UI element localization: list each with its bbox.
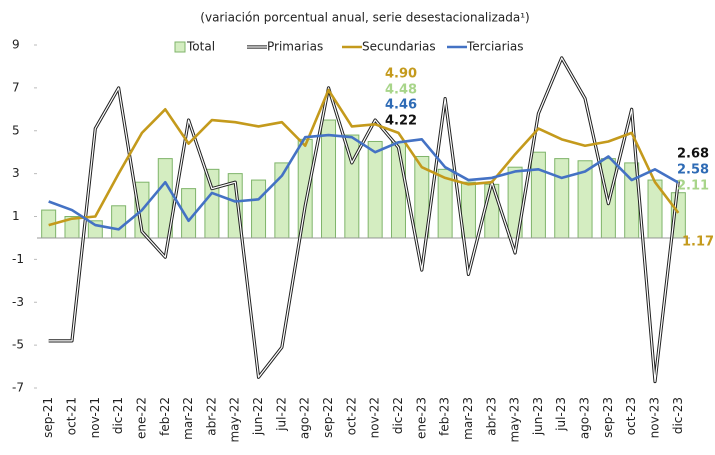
x-tick-label: ene-23 xyxy=(414,397,428,439)
y-tick-label: -7 xyxy=(12,381,24,395)
x-tick-label: ago-23 xyxy=(578,397,592,439)
y-tick-label: 9 xyxy=(12,38,20,52)
y-tick-label: -5 xyxy=(12,338,24,352)
x-tick-label: feb-23 xyxy=(438,397,452,436)
x-tick-label: nov-21 xyxy=(88,397,102,438)
y-tick-label: -1 xyxy=(12,252,24,266)
bar xyxy=(530,151,546,239)
y-tick-label: 1 xyxy=(12,209,20,223)
x-tick-label: oct-22 xyxy=(344,397,358,435)
bar xyxy=(251,179,267,239)
x-tick-label: ene-22 xyxy=(134,397,148,439)
x-tick-label: oct-21 xyxy=(64,397,78,435)
x-tick-label: mar-22 xyxy=(181,397,195,440)
legend-label: Secundarias xyxy=(362,40,436,54)
bar xyxy=(321,119,337,239)
annotation: 1.17 xyxy=(682,235,714,250)
annotation: 4.46 xyxy=(385,98,417,113)
line xyxy=(48,133,679,231)
x-tick-label: jul-23 xyxy=(554,397,568,432)
chart-title: (variación porcentual anual, serie deses… xyxy=(200,11,529,25)
x-tick-label: abr-23 xyxy=(484,397,498,436)
x-tick-label: may-23 xyxy=(508,397,522,443)
x-tick-label: jun-22 xyxy=(251,397,265,436)
x-tick-label: feb-22 xyxy=(158,397,172,436)
y-tick-label: -3 xyxy=(12,295,24,309)
x-tick-label: dic-21 xyxy=(111,397,125,434)
line xyxy=(48,88,680,227)
x-tick-label: abr-22 xyxy=(204,397,218,436)
annotation: 4.90 xyxy=(385,67,417,82)
line-inner xyxy=(48,57,679,383)
bar xyxy=(204,168,220,239)
x-tick-label: oct-23 xyxy=(624,397,638,435)
x-tick-label: nov-22 xyxy=(368,397,382,438)
x-tick-label: mar-23 xyxy=(461,397,475,440)
legend-label: Primarias xyxy=(267,40,323,54)
x-tick-label: dic-23 xyxy=(671,397,685,434)
x-tick-label: jun-23 xyxy=(531,397,545,436)
legend-label: Terciarias xyxy=(466,40,524,54)
y-tick-label: 7 xyxy=(12,80,20,94)
bar xyxy=(554,158,570,239)
x-tick-label: sep-21 xyxy=(41,397,55,438)
bar xyxy=(367,140,383,239)
annotation: 2.11 xyxy=(677,179,709,194)
y-tick-label: 5 xyxy=(12,123,20,137)
bar xyxy=(111,205,127,239)
x-tick-label: jul-22 xyxy=(274,397,288,432)
x-tick-label: sep-22 xyxy=(321,397,335,438)
bar xyxy=(390,141,406,239)
y-tick-label: 3 xyxy=(12,166,20,180)
x-tick-label: ago-22 xyxy=(298,397,312,439)
annotation: 2.68 xyxy=(677,147,709,162)
legend-swatch xyxy=(174,41,186,53)
annotation: 2.58 xyxy=(677,163,709,178)
annotation: 4.22 xyxy=(385,114,417,129)
x-tick-label: dic-22 xyxy=(391,397,405,434)
x-tick-label: nov-23 xyxy=(648,397,662,438)
legend-label: Total xyxy=(186,40,215,54)
x-tick-label: sep-23 xyxy=(601,397,615,438)
x-tick-label: may-22 xyxy=(228,397,242,443)
annotation: 4.48 xyxy=(385,83,417,98)
